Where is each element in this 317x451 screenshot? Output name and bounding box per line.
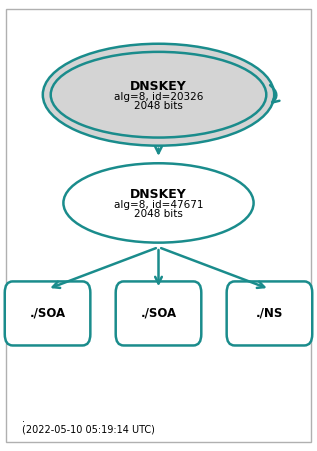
- Text: alg=8, id=20326: alg=8, id=20326: [114, 92, 203, 102]
- FancyBboxPatch shape: [116, 281, 201, 345]
- FancyBboxPatch shape: [5, 281, 90, 345]
- Ellipse shape: [63, 163, 254, 243]
- Ellipse shape: [43, 44, 274, 146]
- FancyBboxPatch shape: [227, 281, 312, 345]
- Text: DNSKEY: DNSKEY: [130, 80, 187, 93]
- FancyArrowPatch shape: [270, 85, 280, 102]
- Text: 2048 bits: 2048 bits: [134, 101, 183, 111]
- Ellipse shape: [51, 52, 266, 138]
- Text: ./SOA: ./SOA: [29, 307, 66, 320]
- FancyBboxPatch shape: [6, 9, 311, 442]
- Text: DNSKEY: DNSKEY: [130, 189, 187, 201]
- Text: ./NS: ./NS: [256, 307, 283, 320]
- Text: (2022-05-10 05:19:14 UTC): (2022-05-10 05:19:14 UTC): [22, 424, 155, 434]
- Text: .: .: [22, 414, 25, 423]
- Text: ./SOA: ./SOA: [140, 307, 177, 320]
- Text: 2048 bits: 2048 bits: [134, 209, 183, 219]
- Text: alg=8, id=47671: alg=8, id=47671: [114, 200, 203, 210]
